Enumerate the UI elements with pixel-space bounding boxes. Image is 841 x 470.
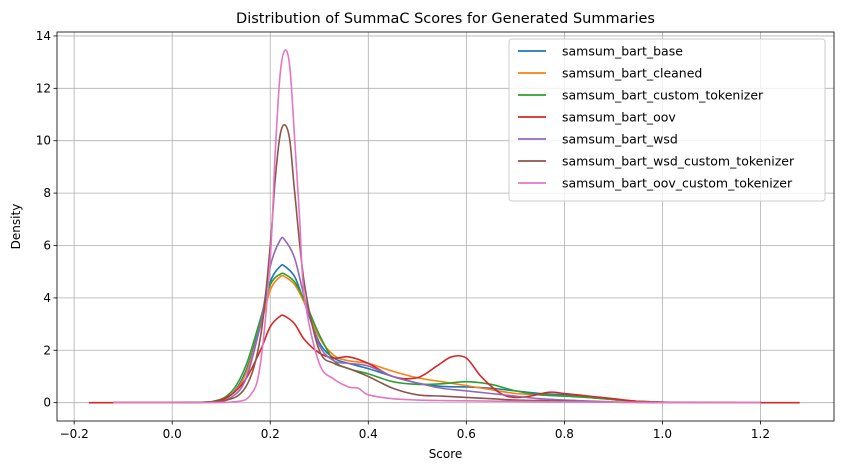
x-tick-label: 0.6 bbox=[457, 427, 476, 441]
x-axis-label: Score bbox=[429, 447, 463, 461]
x-tick-label: 0.2 bbox=[261, 427, 280, 441]
y-tick-label: 8 bbox=[43, 186, 51, 200]
y-tick-label: 4 bbox=[43, 291, 51, 305]
y-tick-label: 12 bbox=[36, 81, 51, 95]
x-tick-label: 0.4 bbox=[359, 427, 378, 441]
y-tick-label: 14 bbox=[36, 29, 51, 43]
legend-label: samsum_bart_cleaned bbox=[562, 66, 702, 81]
legend-label: samsum_bart_oov_custom_tokenizer bbox=[562, 176, 793, 191]
series-line-samsum_bart_wsd bbox=[113, 236, 761, 404]
series-lines bbox=[88, 49, 800, 404]
y-tick-label: 2 bbox=[43, 343, 51, 357]
chart-title: Distribution of SummaC Scores for Genera… bbox=[236, 11, 655, 27]
x-tick-label: −0.2 bbox=[60, 427, 89, 441]
series-line-samsum_bart_oov_custom_tokenizer bbox=[113, 49, 761, 404]
series-line-samsum_bart_custom_tokenizer bbox=[113, 272, 736, 404]
x-tick-label: 0.0 bbox=[163, 427, 182, 441]
y-tick-label: 0 bbox=[43, 396, 51, 410]
x-tick-label: 1.0 bbox=[653, 427, 672, 441]
legend-label: samsum_bart_oov bbox=[562, 110, 676, 125]
y-tick-label: 6 bbox=[43, 238, 51, 252]
x-tick-label: 0.8 bbox=[555, 427, 574, 441]
legend-label: samsum_bart_base bbox=[562, 44, 683, 59]
legend-label: samsum_bart_custom_tokenizer bbox=[562, 88, 764, 103]
y-tick-label: 10 bbox=[36, 134, 51, 148]
y-axis-label: Density bbox=[9, 204, 23, 250]
x-tick-label: 1.2 bbox=[751, 427, 770, 441]
x-axis-ticks: −0.2 0.0 0.2 0.4 0.6 0.8 1.0 1.2 bbox=[60, 421, 770, 441]
y-axis-ticks: 0 2 4 6 8 10 12 14 bbox=[36, 29, 57, 410]
series-line-samsum_bart_base bbox=[113, 264, 736, 404]
legend: samsum_bart_base samsum_bart_cleanedsamsu… bbox=[508, 38, 826, 202]
legend-box bbox=[508, 38, 826, 202]
plot-area-frame bbox=[56, 31, 835, 422]
legend-label: samsum_bart_wsd bbox=[562, 132, 678, 147]
legend-label: samsum_bart_wsd_custom_tokenizer bbox=[562, 154, 795, 169]
series-line-samsum_bart_oov bbox=[88, 314, 800, 404]
